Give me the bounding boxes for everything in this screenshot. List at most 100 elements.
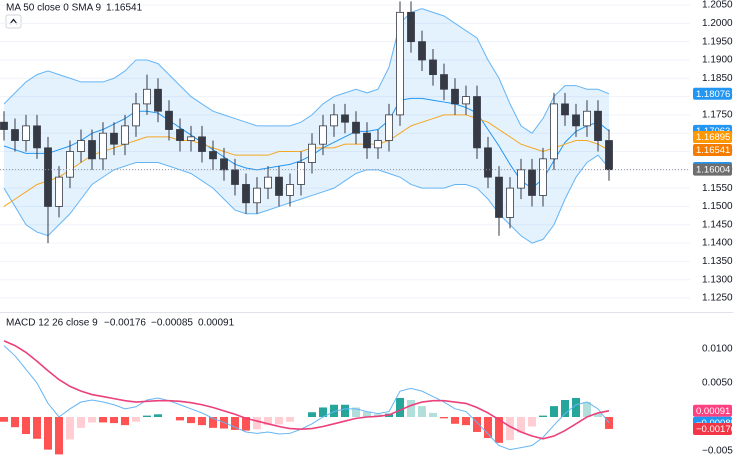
y-tick-label: 1.15500 (702, 183, 733, 194)
legend-value: −0.00176 (104, 318, 146, 329)
chevron-icon[interactable] (9, 18, 18, 25)
histogram-bar (583, 402, 591, 417)
candle-body (451, 88, 459, 105)
histogram-bar (473, 416, 481, 432)
legend-value: 1.16541 (106, 3, 143, 14)
histogram-bar (429, 412, 437, 417)
price-badge (693, 404, 732, 417)
histogram-bar (506, 416, 514, 441)
candle-body (77, 140, 85, 152)
candle-body (363, 132, 371, 149)
candle-body (264, 176, 272, 189)
candle-body (165, 110, 173, 130)
candle-body (121, 125, 129, 145)
candle-body (407, 11, 415, 43)
histogram-bar (286, 416, 294, 422)
histogram-bar (154, 414, 162, 417)
candle-body (143, 88, 151, 105)
histogram-bar (198, 416, 206, 426)
candle-body (242, 184, 250, 204)
price-badge-label: −0.00176 (696, 424, 733, 435)
y-tick-label: 1.20500 (702, 0, 733, 11)
price-badge (693, 87, 732, 100)
histogram-bar (418, 406, 426, 417)
candle-body (220, 158, 228, 171)
y-tick-label: −0.00500 (702, 446, 733, 457)
candle-body (429, 59, 437, 76)
candle-body (33, 125, 41, 149)
candle-body (495, 176, 503, 218)
histogram-bar (275, 416, 283, 425)
candle-body (187, 136, 195, 141)
histogram-bar (231, 416, 239, 430)
histogram-bar (253, 416, 261, 430)
histogram-bar (121, 416, 129, 426)
y-tick-label: 1.14500 (702, 219, 733, 230)
price-badge (693, 422, 732, 435)
histogram-bar (132, 416, 140, 422)
price-badge-label: 1.18076 (696, 89, 730, 100)
histogram-bar (55, 416, 63, 455)
histogram-bar (176, 416, 184, 421)
collapse-button[interactable] (5, 14, 22, 29)
candle-body (231, 169, 239, 185)
candle-body (550, 103, 558, 160)
histogram-bar (33, 416, 41, 439)
candle-body (132, 103, 140, 127)
candle-body (605, 140, 613, 171)
signal-line (3, 340, 610, 440)
candle-body (517, 169, 525, 189)
button-frame[interactable] (5, 14, 22, 29)
histogram-bar (66, 416, 74, 440)
histogram-bar (308, 412, 316, 417)
candle-body (253, 187, 261, 204)
histogram-bar (561, 399, 569, 417)
price-badge-label: 0.00091 (696, 406, 730, 417)
price-badge-label: 1.16895 (696, 132, 730, 143)
y-tick-label: 1.15000 (702, 201, 733, 212)
histogram-bar (517, 416, 525, 433)
y-tick-label: 1.18500 (702, 73, 733, 84)
price-badge (693, 144, 732, 157)
candle-body (11, 129, 19, 141)
histogram-bar (539, 415, 547, 417)
y-tick-label: 1.13000 (702, 274, 733, 285)
histogram-bar (143, 415, 151, 417)
candle-body (440, 74, 448, 90)
histogram-bar (462, 416, 470, 426)
candle-body (99, 132, 107, 160)
candle-body (308, 143, 316, 163)
y-tick-label: 1.14000 (702, 238, 733, 249)
histogram-bar (341, 404, 349, 417)
macd-line (3, 345, 610, 451)
candle-body (539, 158, 547, 196)
histogram-bar (528, 416, 536, 427)
candle-body (473, 96, 481, 149)
y-tick-label: 1.13500 (702, 256, 733, 267)
candle-body (44, 147, 52, 207)
legend-title: MACD 12 26 close 9 (6, 318, 98, 329)
histogram-bar (484, 416, 492, 439)
histogram-bar (77, 416, 85, 428)
histogram-bar (319, 407, 327, 417)
histogram-bar (352, 407, 360, 417)
candle-body (319, 125, 327, 145)
candle-body (66, 151, 74, 178)
histogram-bar (242, 416, 250, 431)
candle-body (0, 121, 8, 130)
candle-body (176, 129, 184, 141)
candle-body (198, 136, 206, 152)
histogram-bar (363, 411, 371, 417)
candle-body (352, 121, 360, 134)
candle-body (209, 151, 217, 160)
candle-body (561, 103, 569, 116)
legend-value: 0.00091 (198, 318, 235, 329)
y-tick-label: 1.20000 (702, 18, 733, 29)
candle-body (396, 11, 404, 116)
candle-body (286, 184, 294, 196)
candle-body (385, 114, 393, 141)
candle-body (374, 140, 382, 149)
candle-body (528, 169, 536, 196)
